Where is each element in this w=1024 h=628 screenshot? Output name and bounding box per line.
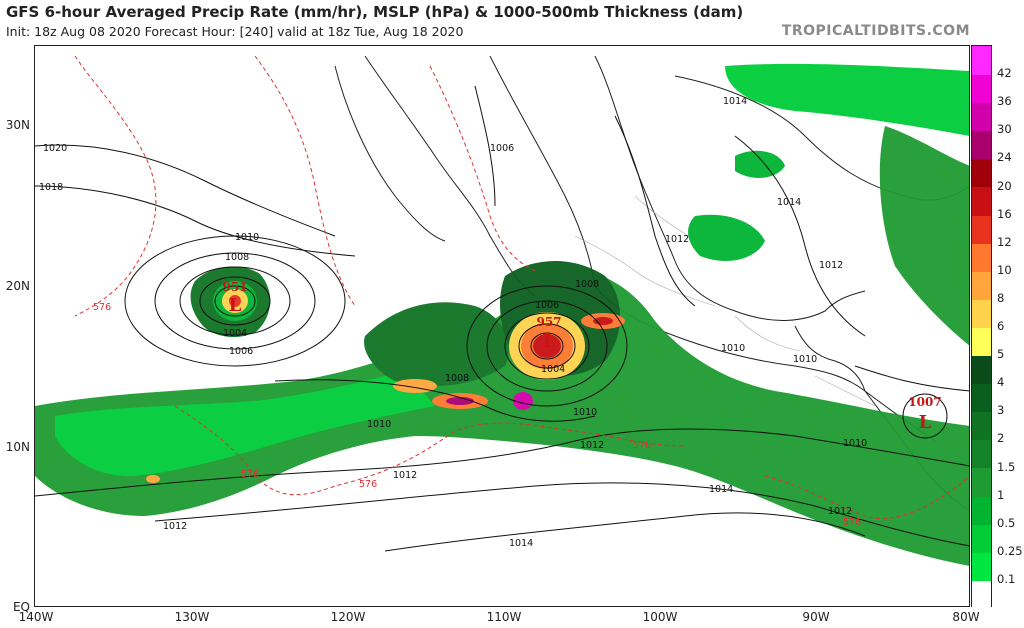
- colorbar-segment: [972, 383, 991, 413]
- isobar-label: 1010: [367, 419, 391, 430]
- isobar-label: 1010: [573, 407, 597, 418]
- isobar-label: 1006: [535, 300, 559, 311]
- isobar-label: 1006: [490, 143, 514, 154]
- lon-label-100w: 100W: [642, 610, 678, 624]
- colorbar-segment: [972, 355, 991, 385]
- colorbar-segment: [972, 270, 991, 300]
- colorbar-segment: [972, 46, 991, 75]
- lat-label-30n: 30N: [5, 118, 30, 132]
- colorbar-segment: [972, 523, 991, 553]
- thickness-label: 576: [843, 517, 861, 528]
- isobar-label: 1010: [843, 438, 867, 449]
- lon-label-90w: 90W: [802, 610, 830, 624]
- colorbar-level-label: 20: [997, 178, 1012, 193]
- lon-label-80w: 80W: [952, 610, 980, 624]
- colorbar-level-label: 3: [997, 403, 1005, 418]
- colorbar-level-label: 6: [997, 319, 1005, 333]
- map-subtitle: Init: 18z Aug 08 2020 Forecast Hour: [24…: [6, 24, 464, 39]
- low-symbol: L: [543, 331, 556, 352]
- low-pressure-value: 1007: [908, 395, 941, 409]
- colorbar-level-label: 30: [997, 122, 1012, 137]
- isobar-label: 1010: [721, 343, 745, 354]
- colorbar-segment: [972, 102, 991, 132]
- isobar-label: 1014: [509, 538, 533, 549]
- precip-colorbar: [971, 45, 992, 609]
- isobar-label: 1004: [541, 364, 565, 375]
- colorbar-segment: [972, 158, 991, 188]
- thickness-label: 576: [359, 479, 377, 490]
- lon-label-130w: 130W: [174, 610, 210, 624]
- thickness-label: 576: [93, 302, 111, 313]
- thickness-label: 576: [633, 440, 651, 451]
- colorbar-segment: [972, 579, 991, 609]
- colorbar-level-label: 36: [997, 94, 1012, 109]
- lon-label-140w: 140W: [18, 610, 54, 624]
- thickness-contours: [74, 55, 969, 520]
- isobar-label: 1006: [229, 346, 253, 357]
- credit-watermark: TROPICALTIDBITS.COM: [781, 23, 970, 39]
- low-symbol: L: [919, 412, 932, 433]
- colorbar-segment: [972, 551, 991, 581]
- lat-label-eq: EQ: [12, 600, 30, 614]
- thickness-labels: 576 576 576 576 576: [93, 302, 861, 528]
- isobar-label: 1018: [39, 182, 63, 193]
- isobar-label: 1010: [793, 354, 817, 365]
- colorbar-segment: [972, 495, 991, 525]
- isobar-label: 1014: [709, 484, 733, 495]
- lon-label-120w: 120W: [330, 610, 366, 624]
- colorbar-segment: [972, 298, 991, 328]
- colorbar-segment: [972, 74, 991, 104]
- colorbar-level-label: 0.25: [997, 543, 1023, 558]
- colorbar-level-label: 42: [997, 66, 1012, 81]
- map-title: GFS 6-hour Averaged Precip Rate (mm/hr),…: [6, 3, 744, 21]
- isobar-label: 1012: [393, 470, 417, 481]
- colorbar-segment: [972, 214, 991, 244]
- isobar-label: 1012: [828, 506, 852, 517]
- isobar-label: 1014: [777, 197, 801, 208]
- isobar-label: 1020: [43, 143, 67, 154]
- low-markers: 951 L 957 L 1007 L: [222, 280, 941, 433]
- isobar-label: 1012: [665, 234, 689, 245]
- colorbar-level-label: 16: [997, 206, 1012, 221]
- map-panel: 951 L 957 L 1007 L 1020 1018 1010 1008 1…: [34, 45, 970, 607]
- precip-shading: [35, 63, 969, 566]
- isobars: [35, 85, 969, 552]
- isobar-label: 1004: [223, 328, 247, 339]
- colorbar-level-label: 5: [997, 347, 1005, 362]
- isobar-label: 1008: [575, 279, 599, 290]
- colorbar-level-label: 10: [997, 262, 1012, 277]
- colorbar-level-label: 24: [997, 150, 1012, 165]
- thickness-label: 576: [241, 469, 259, 480]
- isobar-label: 1012: [819, 260, 843, 271]
- colorbar-segment: [972, 130, 991, 160]
- colorbar-level-label: 2: [997, 431, 1005, 446]
- colorbar-segment: [972, 411, 991, 441]
- low-pressure-value: 951: [222, 280, 247, 294]
- low-pressure-value: 957: [536, 315, 561, 329]
- isobar-label: 1012: [580, 440, 604, 451]
- isobar-label: 1008: [225, 252, 249, 263]
- low-symbol: L: [229, 295, 242, 316]
- isobar-labels: 1020 1018 1010 1008 1004 1006 1006 1004 …: [39, 96, 867, 549]
- isobar-label: 1012: [163, 521, 187, 532]
- lat-label-10n: 10N: [5, 440, 30, 454]
- isobar-label: 1010: [235, 232, 259, 243]
- colorbar-segment: [972, 186, 991, 216]
- isobar-label: 1008: [445, 373, 469, 384]
- colorbar-level-label: 1.5: [997, 459, 1016, 474]
- lon-label-110w: 110W: [486, 610, 522, 624]
- colorbar-level-label: 1: [997, 487, 1005, 502]
- lat-label-20n: 20N: [5, 279, 30, 293]
- colorbar-segment: [972, 439, 991, 469]
- map-canvas: 951 L 957 L 1007 L 1020 1018 1010 1008 1…: [35, 55, 969, 566]
- isobar-label: 1014: [723, 96, 747, 107]
- colorbar-segment: [972, 467, 991, 497]
- colorbar-level-label: 12: [997, 234, 1012, 249]
- colorbar-segment: [972, 327, 991, 356]
- colorbar-level-label: 8: [997, 290, 1005, 305]
- colorbar-segment: [972, 242, 991, 272]
- colorbar-level-label: 0.1: [997, 571, 1016, 586]
- colorbar-level-label: 4: [997, 375, 1005, 390]
- colorbar-level-label: 0.5: [997, 515, 1016, 530]
